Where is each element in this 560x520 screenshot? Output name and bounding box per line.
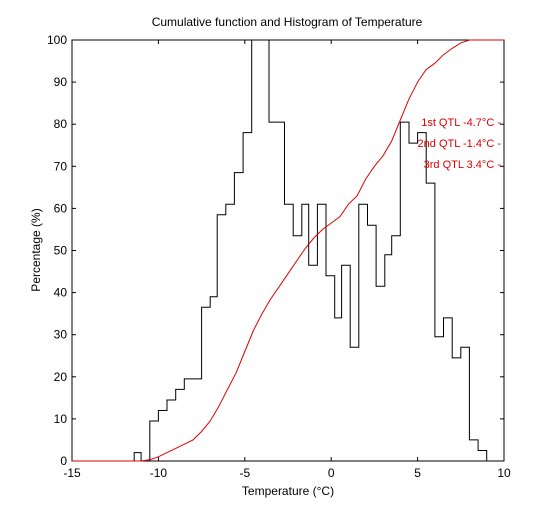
plot-area	[71, 39, 505, 462]
y-tick-label: 0	[60, 454, 67, 468]
x-axis: -15 -10 -5 0 5 10	[63, 40, 511, 480]
y-tick-label: 60	[54, 201, 68, 215]
x-tick-label: -15	[63, 466, 81, 480]
y-tick-label: 40	[54, 286, 68, 300]
x-tick-label: -5	[239, 466, 250, 480]
y-tick-label: 90	[54, 75, 68, 89]
x-axis-label: Temperature (°C)	[242, 484, 334, 498]
y-tick-label: 80	[54, 117, 68, 131]
x-tick-label: -10	[150, 466, 168, 480]
y-tick-label: 100	[47, 33, 67, 47]
y-tick-label: 50	[54, 244, 68, 258]
histogram-series	[72, 39, 504, 462]
y-tick-label: 10	[54, 412, 68, 426]
x-tick-label: 10	[497, 466, 511, 480]
quantile-annotation: 3rd QTL 3.4°C -	[424, 159, 502, 171]
x-tick-label: 5	[414, 466, 421, 480]
quantile-annotation: 1st QTL -4.7°C -	[421, 117, 501, 129]
x-tick-label: 0	[328, 466, 335, 480]
cumulative-series	[72, 39, 504, 462]
quantile-annotation: 2nd QTL -1.4°C -	[418, 138, 502, 150]
y-tick-label: 30	[54, 328, 68, 342]
quantile-annotations: 1st QTL -4.7°C - 2nd QTL -1.4°C - 3rd QTL …	[418, 117, 502, 171]
chart-title: Cumulative function and Histogram of Tem…	[152, 15, 423, 29]
y-axis-label: Percentage (%)	[29, 208, 43, 291]
y-tick-label: 70	[54, 159, 68, 173]
y-tick-label: 20	[54, 370, 68, 384]
y-axis: 0 10 20 30 40 50 60 70 80 90 100	[47, 33, 504, 468]
